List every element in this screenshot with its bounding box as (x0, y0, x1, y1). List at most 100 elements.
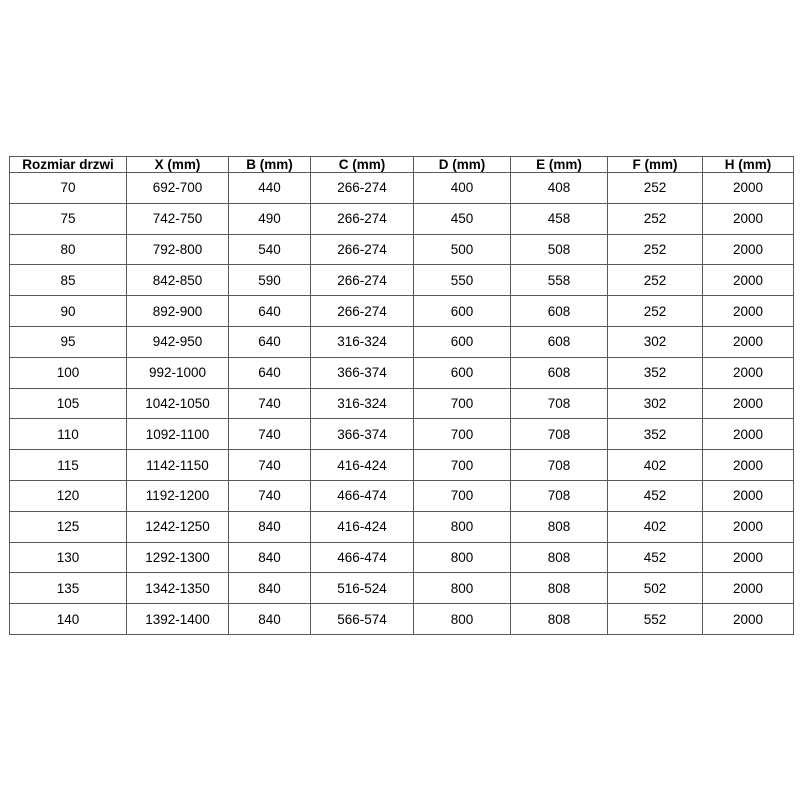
table-row: 110 1092-1100 740 366-374 700 708 352 2000 (9, 418, 794, 451)
column-header: X (mm) (126, 156, 229, 173)
table-cell: 708 (510, 479, 608, 512)
table-cell: 302 (607, 387, 703, 420)
table-cell: 840 (228, 603, 311, 635)
table-cell: 740 (228, 449, 311, 481)
row-size-cell: 125 (9, 510, 127, 543)
table-row: 100 992-1000 640 366-374 600 608 352 2000 (9, 356, 794, 389)
table-row: 125 1242-1250 840 416-424 800 808 402 2000 (9, 510, 794, 543)
table-cell: 466-474 (310, 541, 414, 574)
table-cell: 252 (607, 202, 703, 235)
table-cell: 892-900 (126, 295, 229, 327)
table-cell: 792-800 (126, 233, 229, 266)
row-size-cell: 100 (9, 356, 127, 389)
table-cell: 252 (607, 172, 703, 204)
table-cell: 840 (228, 510, 311, 543)
table-cell: 2000 (702, 510, 794, 543)
table-cell: 808 (510, 541, 608, 574)
table-cell: 600 (413, 356, 511, 389)
table-cell: 640 (228, 325, 311, 358)
table-cell: 1092-1100 (126, 418, 229, 451)
table-cell: 252 (607, 233, 703, 266)
table-cell: 352 (607, 356, 703, 389)
table-cell: 700 (413, 449, 511, 481)
table-cell: 2000 (702, 541, 794, 574)
table-row: 115 1142-1150 740 416-424 700 708 402 2000 (9, 449, 794, 481)
row-size-cell: 90 (9, 295, 127, 327)
table-cell: 452 (607, 541, 703, 574)
row-size-cell: 130 (9, 541, 127, 574)
table-cell: 808 (510, 572, 608, 605)
table-cell: 1392-1400 (126, 603, 229, 635)
table-cell: 266-274 (310, 172, 414, 204)
table-cell: 558 (510, 264, 608, 297)
table-cell: 516-524 (310, 572, 414, 605)
row-size-cell: 105 (9, 387, 127, 420)
table-cell: 708 (510, 449, 608, 481)
table-cell: 2000 (702, 603, 794, 635)
table-cell: 2000 (702, 449, 794, 481)
table-cell: 708 (510, 418, 608, 451)
table-cell: 1142-1150 (126, 449, 229, 481)
table-cell: 2000 (702, 479, 794, 512)
table-cell: 608 (510, 295, 608, 327)
table-cell: 508 (510, 233, 608, 266)
table-cell: 458 (510, 202, 608, 235)
table-cell: 2000 (702, 233, 794, 266)
table-cell: 608 (510, 356, 608, 389)
table-cell: 450 (413, 202, 511, 235)
column-header: F (mm) (607, 156, 703, 173)
row-size-cell: 70 (9, 172, 127, 204)
table-cell: 708 (510, 387, 608, 420)
table-cell: 1242-1250 (126, 510, 229, 543)
table-cell: 800 (413, 603, 511, 635)
table-cell: 266-274 (310, 233, 414, 266)
row-size-cell: 80 (9, 233, 127, 266)
table-row: 80 792-800 540 266-274 500 508 252 2000 (9, 233, 794, 266)
table-cell: 408 (510, 172, 608, 204)
table-cell: 992-1000 (126, 356, 229, 389)
table-cell: 266-274 (310, 264, 414, 297)
table-cell: 552 (607, 603, 703, 635)
row-size-cell: 85 (9, 264, 127, 297)
table-row: 85 842-850 590 266-274 550 558 252 2000 (9, 264, 794, 297)
table-cell: 490 (228, 202, 311, 235)
table-cell: 550 (413, 264, 511, 297)
table-cell: 2000 (702, 172, 794, 204)
table-cell: 416-424 (310, 510, 414, 543)
table-cell: 1192-1200 (126, 479, 229, 512)
table-cell: 590 (228, 264, 311, 297)
row-size-cell: 115 (9, 449, 127, 481)
table-cell: 692-700 (126, 172, 229, 204)
table-cell: 608 (510, 325, 608, 358)
table-cell: 640 (228, 295, 311, 327)
table-cell: 700 (413, 479, 511, 512)
table-row: 105 1042-1050 740 316-324 700 708 302 2000 (9, 387, 794, 420)
column-header: B (mm) (228, 156, 311, 173)
table-cell: 2000 (702, 572, 794, 605)
table-cell: 302 (607, 325, 703, 358)
table-cell: 352 (607, 418, 703, 451)
table-cell: 316-324 (310, 325, 414, 358)
row-size-cell: 110 (9, 418, 127, 451)
table-body: 70 692-700 440 266-274 400 408 252 2000 75 742-75… (9, 172, 794, 635)
column-header: H (mm) (702, 156, 794, 173)
table-row: 95 942-950 640 316-324 600 608 302 2000 (9, 325, 794, 358)
table-cell: 440 (228, 172, 311, 204)
table-cell: 600 (413, 325, 511, 358)
table-cell: 566-574 (310, 603, 414, 635)
table-cell: 1342-1350 (126, 572, 229, 605)
table-cell: 800 (413, 510, 511, 543)
table-cell: 1042-1050 (126, 387, 229, 420)
table-cell: 740 (228, 479, 311, 512)
table-cell: 1292-1300 (126, 541, 229, 574)
table-cell: 2000 (702, 418, 794, 451)
table-cell: 500 (413, 233, 511, 266)
table-cell: 840 (228, 541, 311, 574)
table-cell: 808 (510, 510, 608, 543)
table-cell: 742-750 (126, 202, 229, 235)
table-cell: 366-374 (310, 356, 414, 389)
row-size-cell: 120 (9, 479, 127, 512)
row-size-cell: 95 (9, 325, 127, 358)
row-size-cell: 75 (9, 202, 127, 235)
